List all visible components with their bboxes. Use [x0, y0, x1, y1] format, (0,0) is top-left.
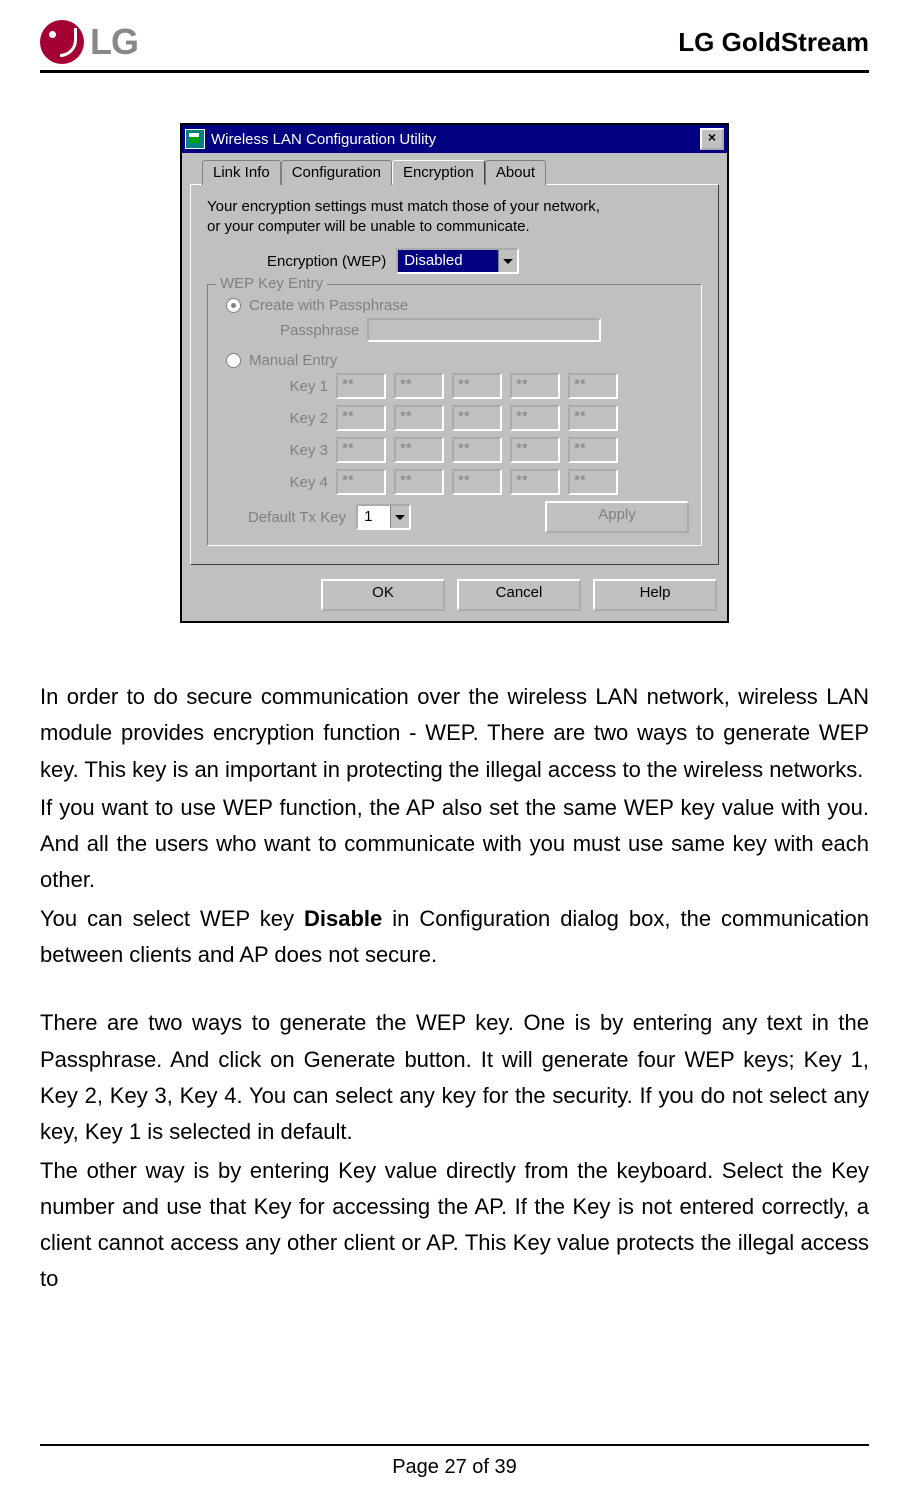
radio-manual-entry-label: Manual Entry	[249, 352, 337, 369]
wep-key-entry-group: WEP Key Entry Create with Passphrase Pas…	[207, 284, 702, 546]
key3-cell-2[interactable]: **	[394, 437, 444, 463]
key2-cell-3[interactable]: **	[452, 405, 502, 431]
chevron-down-icon[interactable]	[498, 250, 517, 272]
page-header: LG LG GoldStream	[40, 20, 869, 73]
default-tx-key-combo[interactable]: 1	[356, 504, 411, 530]
chevron-down-icon[interactable]	[390, 506, 409, 528]
tab-strip: Link Info Configuration Encryption About	[182, 153, 727, 184]
key3-cell-1[interactable]: **	[336, 437, 386, 463]
help-button[interactable]: Help	[593, 579, 717, 611]
key1-label: Key 1	[280, 378, 328, 395]
info-line-1: Your encryption settings must match thos…	[207, 197, 702, 217]
document-title: LG GoldStream	[678, 27, 869, 58]
key3-cell-4[interactable]: **	[510, 437, 560, 463]
encryption-info-text: Your encryption settings must match thos…	[207, 197, 702, 236]
lg-logo-text: LG	[90, 21, 138, 63]
paragraph-5: The other way is by entering Key value d…	[40, 1153, 869, 1298]
close-icon[interactable]: ×	[700, 128, 724, 150]
passphrase-label: Passphrase	[280, 322, 359, 339]
key3-cell-5[interactable]: **	[568, 437, 618, 463]
app-icon	[185, 129, 205, 149]
radio-create-passphrase-label: Create with Passphrase	[249, 297, 408, 314]
key4-cell-1[interactable]: **	[336, 469, 386, 495]
default-tx-key-value: 1	[358, 506, 390, 528]
encryption-wep-value: Disabled	[398, 250, 498, 272]
tab-link-info[interactable]: Link Info	[202, 160, 281, 185]
key3-label: Key 3	[280, 442, 328, 459]
key1-cell-2[interactable]: **	[394, 373, 444, 399]
wlan-config-dialog: Wireless LAN Configuration Utility × Lin…	[180, 123, 729, 623]
passphrase-input[interactable]	[367, 318, 601, 342]
key4-cell-2[interactable]: **	[394, 469, 444, 495]
radio-create-passphrase[interactable]	[226, 298, 241, 313]
key2-cell-1[interactable]: **	[336, 405, 386, 431]
dialog-titlebar[interactable]: Wireless LAN Configuration Utility ×	[182, 125, 727, 153]
page-footer: Page 27 of 39	[40, 1444, 869, 1479]
paragraph-3: You can select WEP key Disable in Config…	[40, 901, 869, 974]
key4-cell-4[interactable]: **	[510, 469, 560, 495]
tab-panel-encryption: Your encryption settings must match thos…	[190, 184, 719, 565]
key1-cell-1[interactable]: **	[336, 373, 386, 399]
key3-cell-3[interactable]: **	[452, 437, 502, 463]
tab-configuration[interactable]: Configuration	[281, 160, 392, 185]
key1-cell-4[interactable]: **	[510, 373, 560, 399]
lg-logo-icon	[40, 20, 84, 64]
key1-cell-5[interactable]: **	[568, 373, 618, 399]
key1-cell-3[interactable]: **	[452, 373, 502, 399]
document-body-text: In order to do secure communication over…	[40, 679, 869, 1298]
paragraph-1: In order to do secure communication over…	[40, 679, 869, 788]
wep-key-entry-legend: WEP Key Entry	[216, 275, 327, 292]
radio-manual-entry[interactable]	[226, 353, 241, 368]
key2-cell-4[interactable]: **	[510, 405, 560, 431]
key2-cell-5[interactable]: **	[568, 405, 618, 431]
paragraph-4: There are two ways to generate the WEP k…	[40, 1005, 869, 1150]
dialog-button-row: OK Cancel Help	[182, 573, 727, 621]
encryption-wep-label: Encryption (WEP)	[267, 253, 386, 270]
tab-encryption[interactable]: Encryption	[392, 160, 485, 185]
default-tx-key-label: Default Tx Key	[248, 509, 346, 526]
wep-key-grid: Key 1 ** ** ** ** ** Key 2 ** ** **	[280, 373, 689, 495]
encryption-wep-combo[interactable]: Disabled	[396, 248, 519, 274]
tab-about[interactable]: About	[485, 160, 546, 185]
cancel-button[interactable]: Cancel	[457, 579, 581, 611]
info-line-2: or your computer will be unable to commu…	[207, 217, 702, 237]
key4-cell-5[interactable]: **	[568, 469, 618, 495]
dialog-title: Wireless LAN Configuration Utility	[211, 131, 700, 148]
ok-button[interactable]: OK	[321, 579, 445, 611]
key4-label: Key 4	[280, 474, 328, 491]
key4-cell-3[interactable]: **	[452, 469, 502, 495]
key2-cell-2[interactable]: **	[394, 405, 444, 431]
paragraph-2: If you want to use WEP function, the AP …	[40, 790, 869, 899]
apply-button[interactable]: Apply	[545, 501, 689, 533]
key2-label: Key 2	[280, 410, 328, 427]
lg-logo: LG	[40, 20, 138, 64]
